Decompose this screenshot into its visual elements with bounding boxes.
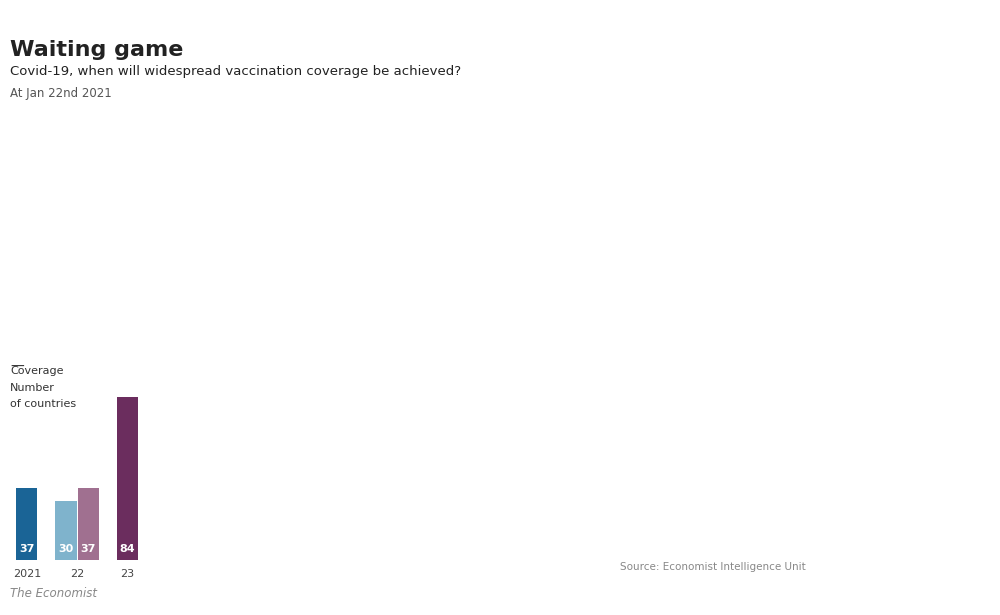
- Text: At Jan 22nd 2021: At Jan 22nd 2021: [10, 87, 112, 100]
- Text: 84: 84: [120, 544, 135, 554]
- Text: 30: 30: [58, 544, 74, 554]
- Text: 37: 37: [81, 544, 96, 554]
- Text: 22: 22: [70, 569, 84, 579]
- Text: 2021: 2021: [13, 569, 41, 579]
- Text: 23: 23: [121, 569, 135, 579]
- Bar: [16, 488, 37, 560]
- Text: 37: 37: [19, 544, 34, 554]
- Text: Waiting game: Waiting game: [10, 40, 183, 60]
- Text: of countries: of countries: [10, 399, 76, 408]
- Bar: [117, 397, 138, 560]
- Bar: [78, 488, 99, 560]
- Text: Source: Economist Intelligence Unit: Source: Economist Intelligence Unit: [620, 562, 806, 572]
- Text: Coverage: Coverage: [10, 366, 64, 376]
- Text: Late 2022: Late 2022: [746, 48, 804, 58]
- Text: Number: Number: [10, 383, 55, 392]
- Text: The Economist: The Economist: [10, 587, 97, 600]
- Text: Mid 2022: Mid 2022: [663, 48, 717, 58]
- Text: from early 2023: from early 2023: [813, 48, 907, 58]
- Text: —: —: [10, 360, 24, 374]
- Bar: [55, 501, 77, 560]
- Text: Covid-19, when will widespread vaccination coverage be achieved?: Covid-19, when will widespread vaccinati…: [10, 65, 461, 77]
- Text: Late 2021: Late 2021: [576, 48, 634, 58]
